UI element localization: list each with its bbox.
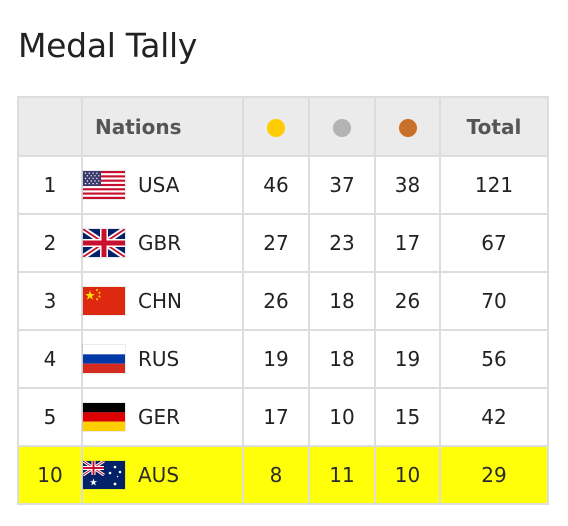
- bronze-count: 38: [374, 155, 441, 215]
- total-count: 121: [439, 155, 549, 215]
- silver-header: [308, 96, 376, 157]
- rank-cell: 4: [17, 329, 83, 389]
- table-row: 2 GBR 27 23 17 67: [17, 213, 549, 273]
- silver-count: 23: [308, 213, 376, 273]
- gold-count: 46: [242, 155, 310, 215]
- gbr-flag-icon: [83, 229, 125, 257]
- nation-code: AUS: [138, 463, 180, 487]
- chn-flag-icon: [83, 287, 125, 315]
- bronze-header: [374, 96, 441, 157]
- gold-count: 26: [242, 271, 310, 331]
- total-header: Total: [439, 96, 549, 157]
- bronze-count: 19: [374, 329, 441, 389]
- rus-flag-icon: [83, 345, 125, 373]
- table-header-row: Nations Total: [17, 96, 549, 157]
- table-row: 1: [17, 155, 549, 215]
- aus-flag-icon: [83, 461, 125, 489]
- nation-code: USA: [138, 173, 180, 197]
- rank-cell: 1: [17, 155, 83, 215]
- silver-count: 37: [308, 155, 376, 215]
- rank-header: [17, 96, 83, 157]
- table-row: 3 CHN 26 18 26 70: [17, 271, 549, 331]
- nation-cell: AUS: [81, 445, 244, 505]
- ger-flag-icon: [83, 403, 125, 431]
- rank-cell: 10: [17, 445, 83, 505]
- rank-cell: 5: [17, 387, 83, 447]
- nation-cell: GBR: [81, 213, 244, 273]
- total-count: 70: [439, 271, 549, 331]
- bronze-count: 26: [374, 271, 441, 331]
- nation-cell: CHN: [81, 271, 244, 331]
- gold-count: 8: [242, 445, 310, 505]
- medal-table: Nations Total 1: [17, 96, 549, 505]
- gold-count: 17: [242, 387, 310, 447]
- bronze-count: 10: [374, 445, 441, 505]
- gold-count: 19: [242, 329, 310, 389]
- usa-flag-icon: [83, 171, 125, 199]
- total-count: 42: [439, 387, 549, 447]
- table-row: 4 RUS 19 18 19 56: [17, 329, 549, 389]
- silver-count: 10: [308, 387, 376, 447]
- rank-cell: 2: [17, 213, 83, 273]
- bronze-medal-icon: [398, 119, 417, 137]
- page-title: Medal Tally: [18, 26, 198, 65]
- nation-cell: GER: [81, 387, 244, 447]
- nation-cell: USA: [81, 155, 244, 215]
- table-row-highlighted: 10: [17, 445, 549, 505]
- silver-count: 18: [308, 329, 376, 389]
- bronze-count: 15: [374, 387, 441, 447]
- table-row: 5 GER 17 10 15 42: [17, 387, 549, 447]
- nation-code: CHN: [138, 289, 182, 313]
- silver-count: 18: [308, 271, 376, 331]
- gold-medal-icon: [267, 119, 285, 137]
- total-count: 29: [439, 445, 549, 505]
- nation-code: GER: [138, 405, 181, 429]
- silver-count: 11: [308, 445, 376, 505]
- total-count: 56: [439, 329, 549, 389]
- nation-cell: RUS: [81, 329, 244, 389]
- nation-code: GBR: [138, 231, 182, 255]
- nation-code: RUS: [138, 347, 180, 371]
- total-count: 67: [439, 213, 549, 273]
- nations-header: Nations: [81, 96, 244, 157]
- gold-count: 27: [242, 213, 310, 273]
- rank-cell: 3: [17, 271, 83, 331]
- bronze-count: 17: [374, 213, 441, 273]
- gold-header: [242, 96, 310, 157]
- silver-medal-icon: [333, 119, 351, 137]
